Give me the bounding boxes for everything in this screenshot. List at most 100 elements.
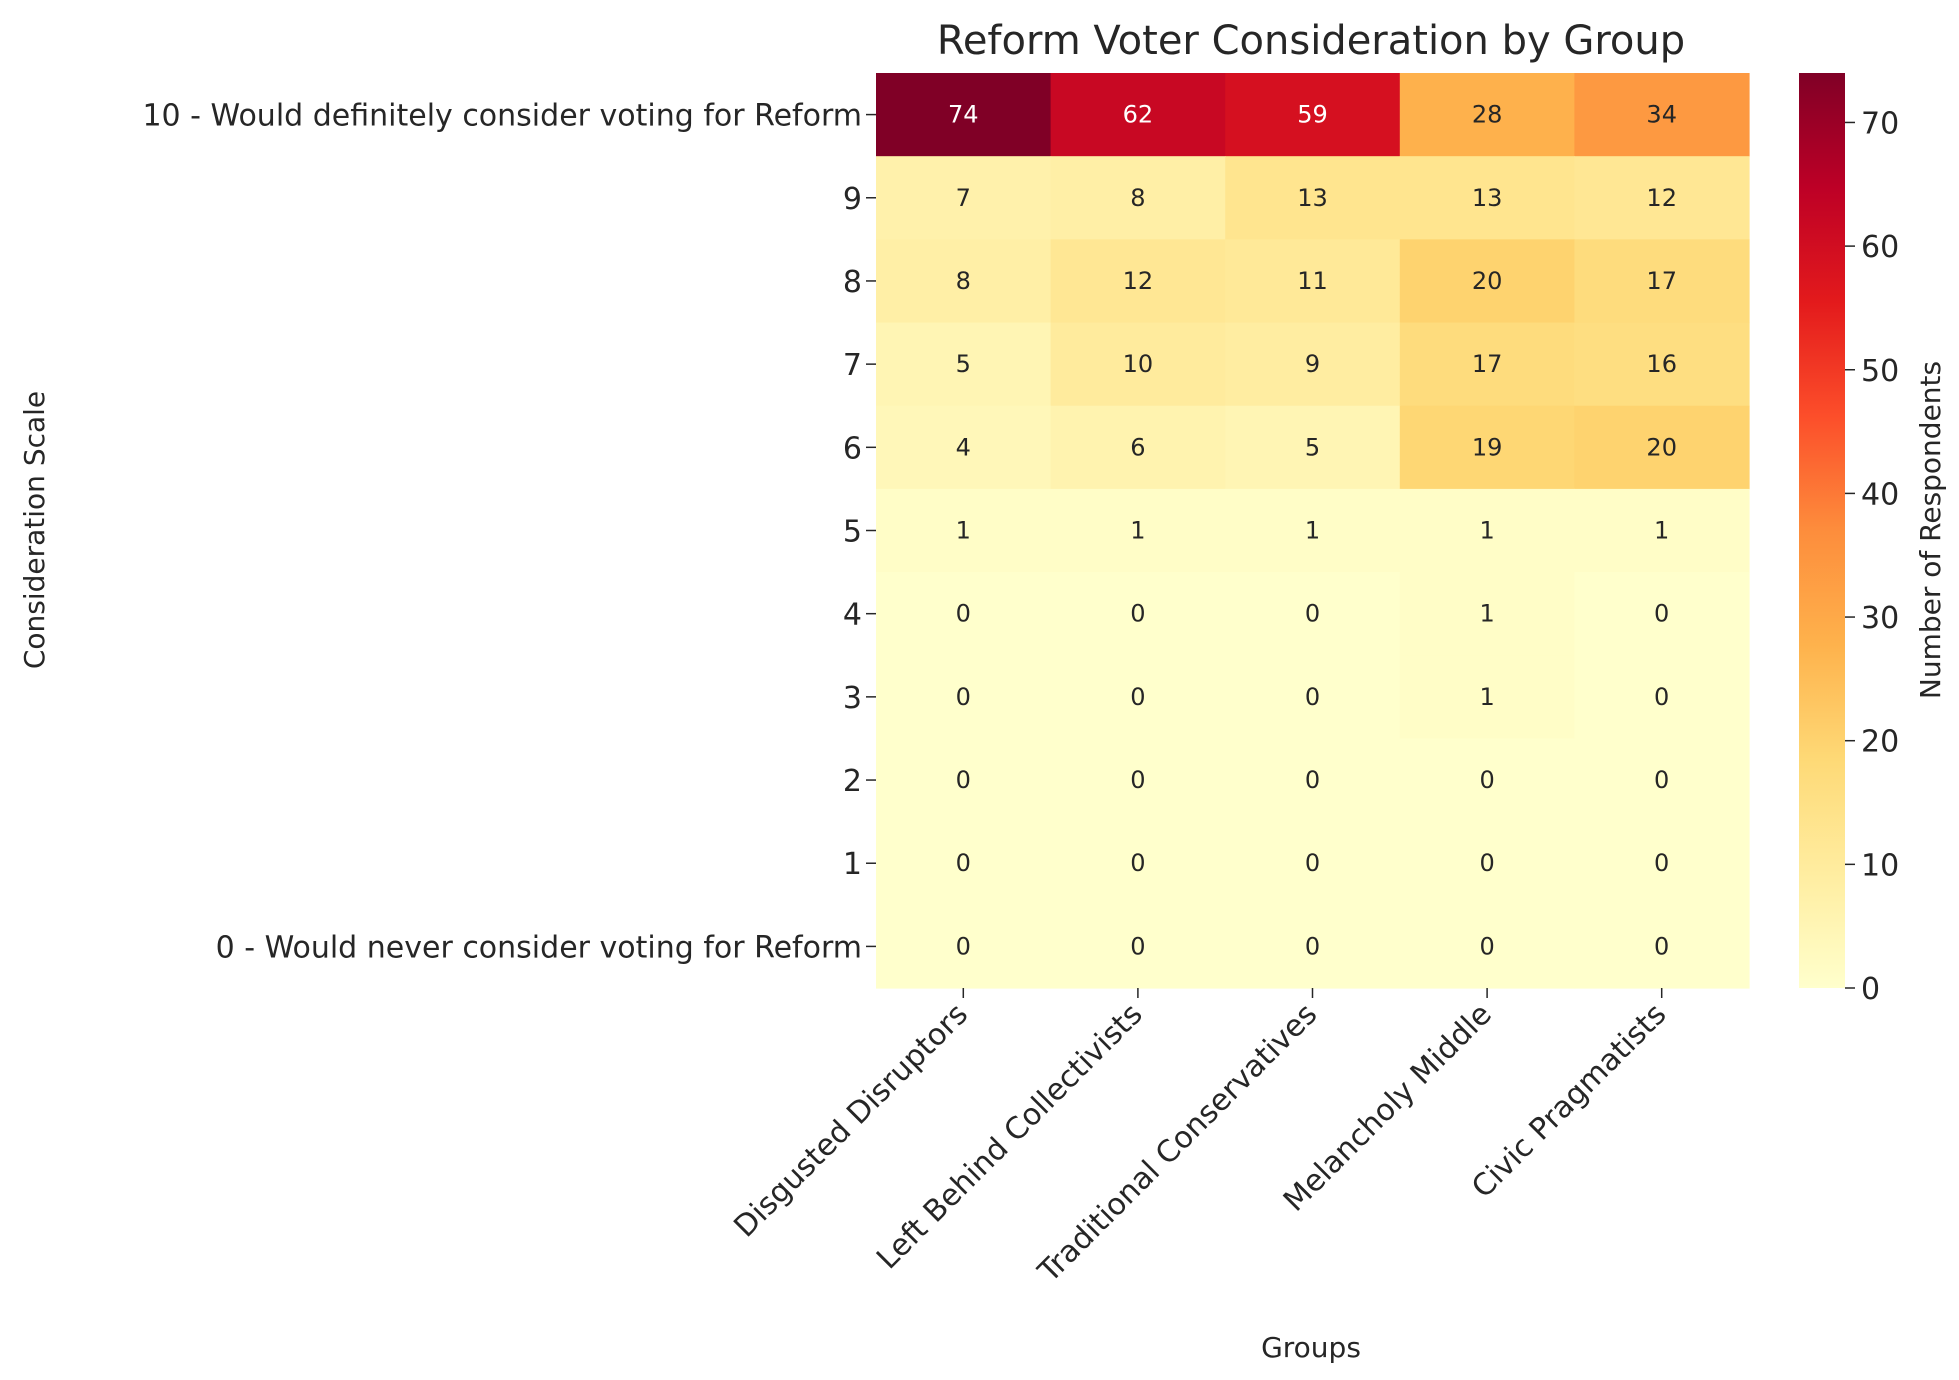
cell-value-label: 17 xyxy=(1472,350,1503,378)
heatmap-cell xyxy=(1225,488,1401,573)
cell-value-label: 0 xyxy=(1130,683,1145,711)
y-tick-label: 10 - Would definitely consider voting fo… xyxy=(142,99,862,134)
heatmap-cell xyxy=(876,821,1052,906)
heatmap-cell xyxy=(876,488,1052,573)
cell-value-label: 5 xyxy=(956,350,971,378)
cell-value-label: 0 xyxy=(1305,849,1320,877)
y-tick-label: 3 xyxy=(843,681,862,716)
heatmap-cell xyxy=(1574,239,1750,324)
heatmap-cell xyxy=(1225,73,1401,157)
y-axis: 10 - Would definitely consider voting fo… xyxy=(142,99,876,965)
cell-value-label: 1 xyxy=(1130,517,1145,545)
colorbar-tick-label: 0 xyxy=(1861,972,1880,1007)
y-tick-label: 7 xyxy=(843,348,862,383)
heatmap-cell xyxy=(1225,239,1401,324)
heatmap-cell xyxy=(876,738,1052,823)
heatmap-cell xyxy=(1574,821,1750,906)
heatmap-cell xyxy=(1399,821,1575,906)
cell-value-label: 0 xyxy=(956,600,971,628)
cell-value-label: 4 xyxy=(956,433,971,461)
colorbar-label: Number of Respondents xyxy=(1914,361,1947,699)
heatmap-cell xyxy=(1399,488,1575,573)
cell-value-label: 0 xyxy=(1654,932,1669,960)
cell-value-label: 0 xyxy=(1654,600,1669,628)
heatmap-cell xyxy=(1225,821,1401,906)
cell-value-label: 0 xyxy=(1305,932,1320,960)
heatmap-cell xyxy=(1399,156,1575,240)
y-tick-label: 4 xyxy=(843,598,862,633)
cell-value-label: 8 xyxy=(1130,184,1145,212)
cell-value-label: 1 xyxy=(1479,683,1494,711)
cell-value-label: 0 xyxy=(1305,683,1320,711)
heatmap-cell xyxy=(1050,488,1226,573)
heatmap-cell xyxy=(1225,572,1401,656)
cell-value-label: 0 xyxy=(1305,600,1320,628)
heatmap-cell xyxy=(1050,322,1226,407)
cell-value-label: 10 xyxy=(1123,350,1154,378)
cell-value-label: 0 xyxy=(1479,932,1494,960)
heatmap-cell xyxy=(1050,239,1226,324)
heatmap-cell xyxy=(1399,572,1575,656)
heatmap-cell xyxy=(1399,904,1575,989)
heatmap-cell xyxy=(1574,322,1750,407)
heatmap-cell xyxy=(1574,488,1750,573)
y-tick-label: 8 xyxy=(843,265,862,300)
y-axis-label: Consideration Scale xyxy=(18,391,51,669)
heatmap-cell xyxy=(1050,904,1226,989)
y-tick-label: 6 xyxy=(843,431,862,466)
cell-value-label: 0 xyxy=(956,683,971,711)
cell-value-label: 0 xyxy=(1654,683,1669,711)
heatmap-cell xyxy=(1050,73,1226,157)
colorbar-tick-label: 70 xyxy=(1861,106,1899,141)
cell-value-label: 0 xyxy=(1654,766,1669,794)
heatmap-cell xyxy=(1399,738,1575,823)
heatmap-cell xyxy=(1574,738,1750,823)
heatmap-cell xyxy=(1399,405,1575,490)
x-axis-label: Groups xyxy=(1261,1331,1361,1364)
heatmap-cell xyxy=(1225,156,1401,240)
y-tick-label: 2 xyxy=(843,764,862,799)
colorbar: 0 10 20 30 40 50 60 70 Number of Respondents xyxy=(1799,73,1947,1007)
cell-value-label: 17 xyxy=(1646,267,1677,295)
cell-value-label: 19 xyxy=(1472,433,1503,461)
cell-value-label: 11 xyxy=(1297,267,1328,295)
heatmap-cell xyxy=(1574,156,1750,240)
cell-value-label: 0 xyxy=(956,932,971,960)
cell-value-label: 59 xyxy=(1297,101,1328,129)
heatmap-cell xyxy=(1574,904,1750,989)
cell-value-label: 7 xyxy=(956,184,971,212)
cell-value-label: 9 xyxy=(1305,350,1320,378)
colorbar-tick-label: 10 xyxy=(1861,848,1899,883)
colorbar-tick-label: 40 xyxy=(1861,477,1899,512)
heatmap-cell xyxy=(1574,655,1750,740)
heatmap-cell xyxy=(876,405,1052,490)
heatmap-cell xyxy=(1225,655,1401,740)
cell-value-label: 0 xyxy=(1130,766,1145,794)
heatmap-cell xyxy=(1050,655,1226,740)
chart-title: Reform Voter Consideration by Group xyxy=(937,18,1685,64)
cell-value-label: 74 xyxy=(948,101,979,129)
colorbar-tick-label: 20 xyxy=(1861,725,1899,760)
cell-value-label: 0 xyxy=(1130,849,1145,877)
cell-value-labels: 74 62 59 28 347 8 13 13 128 12 11 20 175 10 9 17 164 6 5 19… xyxy=(948,101,1677,961)
cell-value-label: 0 xyxy=(1305,766,1320,794)
colorbar-gradient xyxy=(1799,73,1845,988)
heatmap-cell xyxy=(1225,904,1401,989)
cell-value-label: 0 xyxy=(1130,600,1145,628)
heatmap-cells xyxy=(876,73,1750,989)
heatmap-cell xyxy=(1050,156,1226,240)
cell-value-label: 1 xyxy=(1479,600,1494,628)
heatmap-cell xyxy=(1574,73,1750,157)
cell-value-label: 0 xyxy=(1130,932,1145,960)
heatmap-cell xyxy=(1399,322,1575,407)
cell-value-label: 1 xyxy=(1305,517,1320,545)
heatmap-cell xyxy=(876,73,1052,157)
heatmap-cell xyxy=(1574,405,1750,490)
y-tick-label: 5 xyxy=(843,515,862,550)
colorbar-tick-label: 30 xyxy=(1861,601,1899,636)
cell-value-label: 5 xyxy=(1305,433,1320,461)
colorbar-tick-label: 50 xyxy=(1861,354,1899,389)
cell-value-label: 0 xyxy=(956,766,971,794)
cell-value-label: 12 xyxy=(1123,267,1154,295)
